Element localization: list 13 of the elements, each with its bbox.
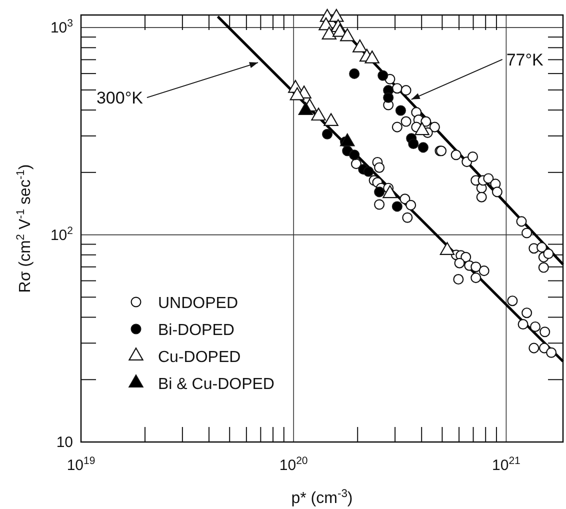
x-tick-label: 10$^{20}$ — [279, 455, 308, 474]
y-tick-label: 10$^{2}$ — [50, 224, 74, 244]
legend-label: Bi-DOPED — [158, 322, 234, 339]
y-tick-label: 10 — [56, 434, 73, 451]
legend-label: UNDOPED — [158, 295, 238, 312]
legend-label: Bi & Cu-DOPED — [158, 376, 274, 393]
annotation: 77°K — [506, 50, 544, 70]
y-tick-label: 10$^{3}$ — [50, 18, 74, 37]
x-tick-label: 10$^{21}$ — [492, 455, 521, 474]
annotation: 300°K — [96, 88, 144, 108]
legend-label: Cu-DOPED — [158, 349, 241, 366]
x-tick-label: 10$^{19}$ — [66, 455, 96, 474]
x-axis-title: p* (cm$^{-3}$) — [291, 488, 353, 507]
